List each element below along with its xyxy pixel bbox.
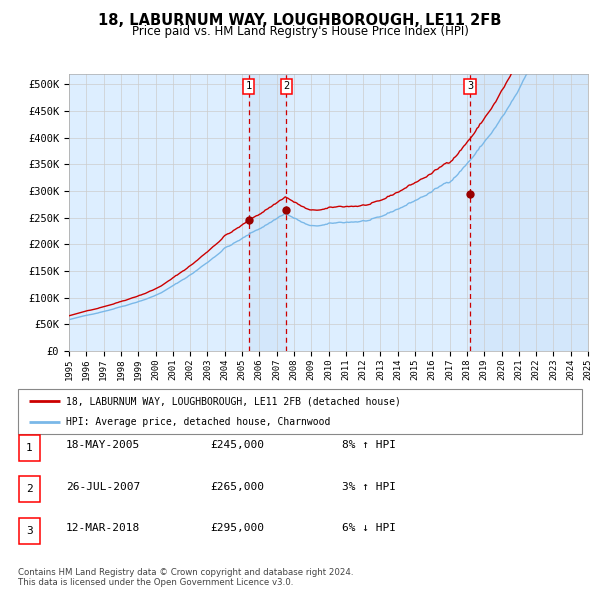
Text: Price paid vs. HM Land Registry's House Price Index (HPI): Price paid vs. HM Land Registry's House …	[131, 25, 469, 38]
Text: 3% ↑ HPI: 3% ↑ HPI	[342, 482, 396, 491]
Text: £245,000: £245,000	[210, 441, 264, 450]
Text: 18-MAY-2005: 18-MAY-2005	[66, 441, 140, 450]
Text: 1: 1	[26, 443, 33, 453]
FancyBboxPatch shape	[19, 517, 40, 544]
Text: £295,000: £295,000	[210, 523, 264, 533]
FancyBboxPatch shape	[19, 435, 40, 461]
Text: Contains HM Land Registry data © Crown copyright and database right 2024.
This d: Contains HM Land Registry data © Crown c…	[18, 568, 353, 587]
Bar	[248, 74, 286, 351]
Text: 2: 2	[283, 81, 290, 91]
Text: 26-JUL-2007: 26-JUL-2007	[66, 482, 140, 491]
Text: 18, LABURNUM WAY, LOUGHBOROUGH, LE11 2FB: 18, LABURNUM WAY, LOUGHBOROUGH, LE11 2FB	[98, 13, 502, 28]
FancyBboxPatch shape	[18, 389, 582, 434]
Text: HPI: Average price, detached house, Charnwood: HPI: Average price, detached house, Char…	[66, 417, 331, 427]
Text: 1: 1	[245, 81, 251, 91]
FancyBboxPatch shape	[19, 476, 40, 503]
Text: 3: 3	[26, 526, 33, 536]
Text: 3: 3	[467, 81, 473, 91]
Text: 18, LABURNUM WAY, LOUGHBOROUGH, LE11 2FB (detached house): 18, LABURNUM WAY, LOUGHBOROUGH, LE11 2FB…	[66, 396, 401, 407]
Text: 2: 2	[26, 484, 33, 494]
Text: £265,000: £265,000	[210, 482, 264, 491]
Text: 6% ↓ HPI: 6% ↓ HPI	[342, 523, 396, 533]
Bar	[470, 74, 588, 351]
Text: 12-MAR-2018: 12-MAR-2018	[66, 523, 140, 533]
Text: 8% ↑ HPI: 8% ↑ HPI	[342, 441, 396, 450]
